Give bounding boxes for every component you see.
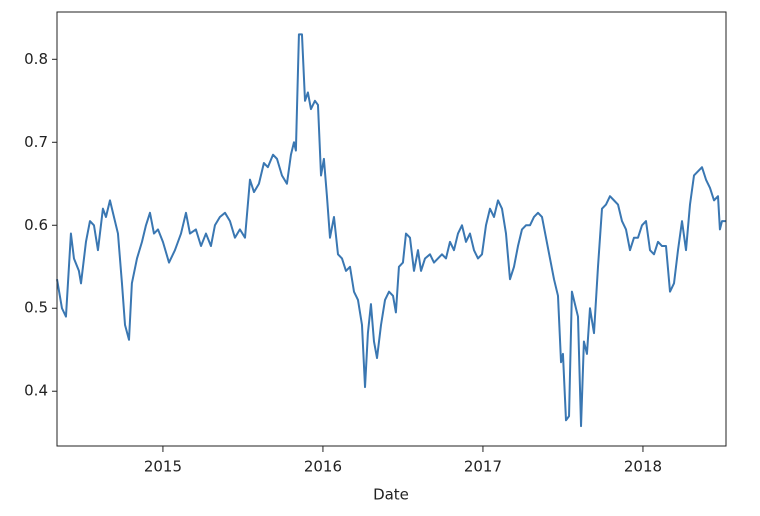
y-tick-label: 0.4 (24, 382, 48, 400)
x-tick-label: 2018 (624, 458, 662, 476)
data-line (56, 33, 726, 428)
plot-frame (56, 11, 727, 447)
x-tick-label: 2015 (144, 458, 182, 476)
y-tick-label: 0.8 (24, 50, 48, 68)
y-tick-label: 0.5 (24, 299, 48, 317)
x-tick-label: 2017 (464, 458, 502, 476)
y-tick-label: 0.7 (24, 133, 48, 151)
x-tick-label: 2016 (304, 458, 342, 476)
x-axis-label: Date (373, 486, 409, 504)
y-tick-label: 0.6 (24, 216, 48, 234)
